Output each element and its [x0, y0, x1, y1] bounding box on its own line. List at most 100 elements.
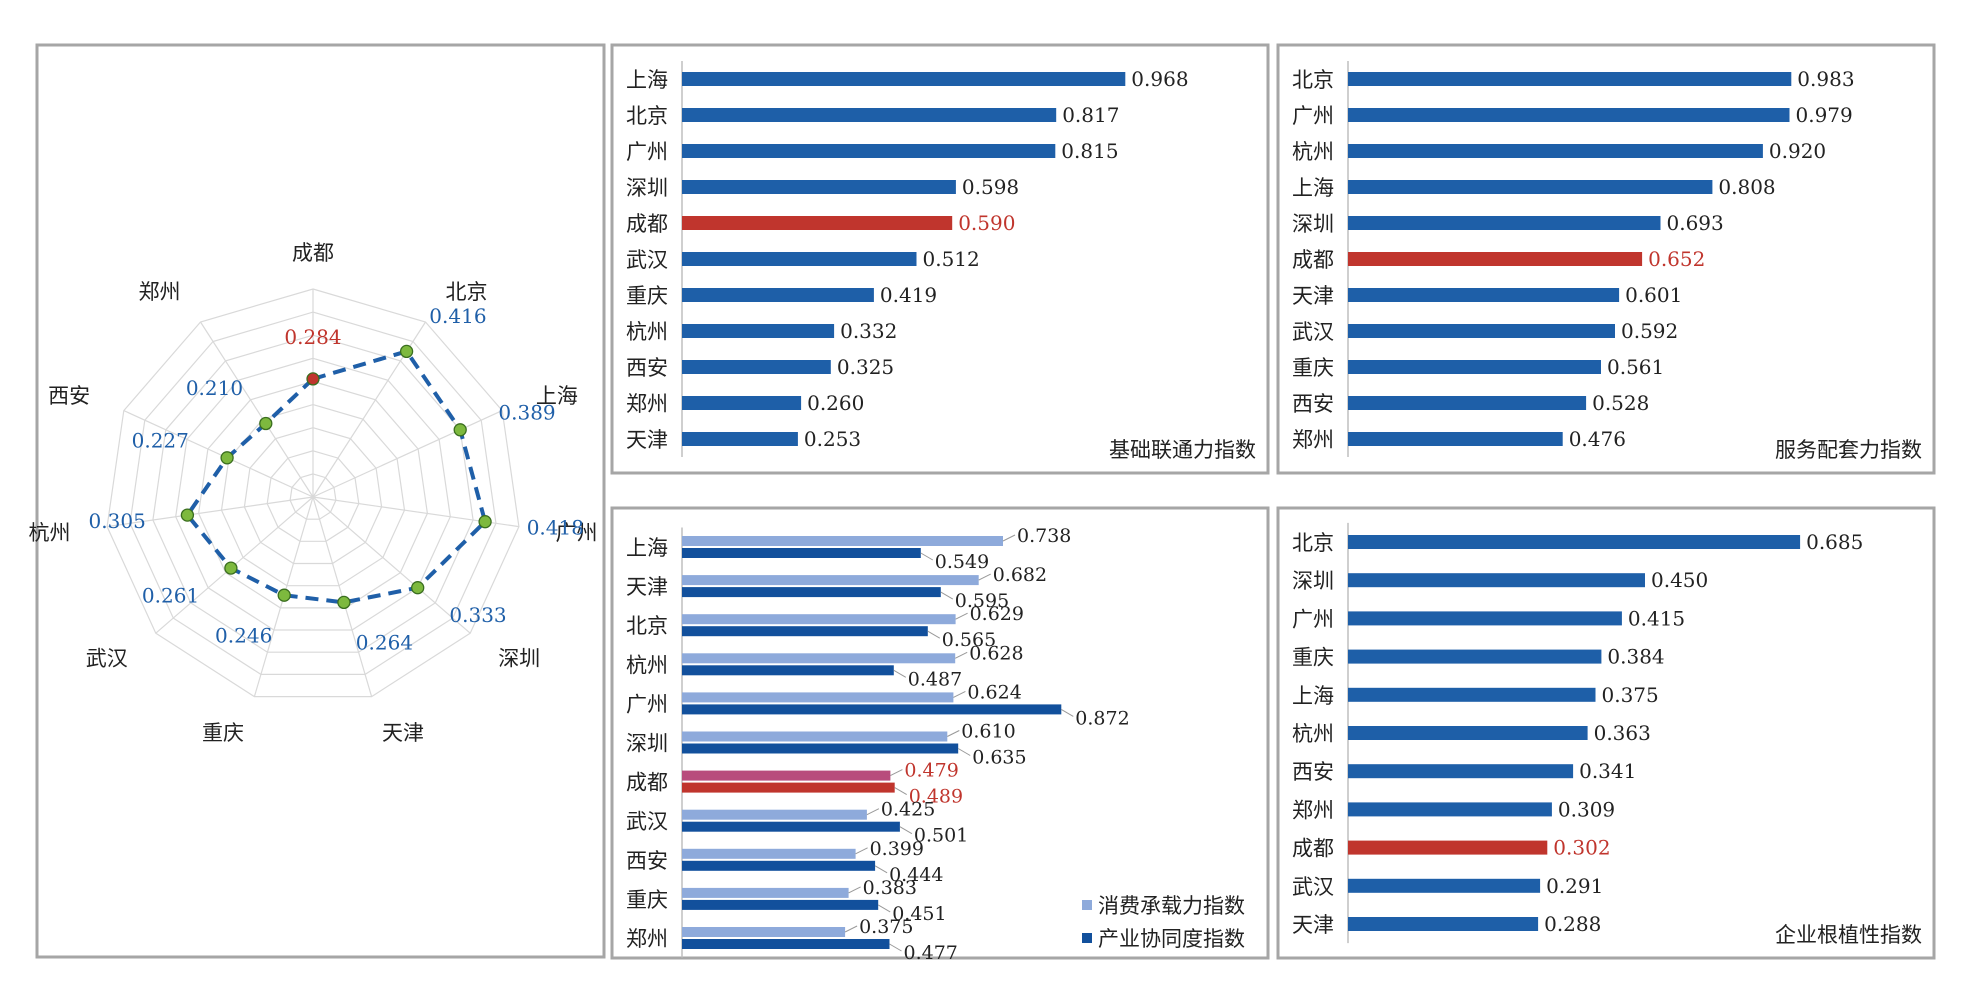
bar-value-label: 0.601 — [1625, 283, 1682, 307]
industry-bar — [682, 626, 928, 637]
bar — [1348, 360, 1601, 374]
category-tick-label: 上海 — [1292, 684, 1334, 708]
industry-value-label: 0.487 — [908, 668, 962, 690]
value-leader-line — [844, 925, 858, 933]
bar — [682, 396, 802, 410]
legend-swatch-industry — [1082, 933, 1092, 943]
radar-value-label: 0.246 — [215, 624, 272, 648]
panel-frame — [1276, 506, 1936, 960]
category-tick-label: 西安 — [1292, 760, 1334, 784]
category-tick-label: 武汉 — [1292, 320, 1334, 344]
bar-value-label: 0.309 — [1558, 797, 1615, 821]
radar-category-label: 北京 — [446, 280, 488, 304]
bar-value-label: 0.590 — [958, 211, 1015, 235]
consumption-bar — [682, 809, 867, 820]
bar-value-label: 0.815 — [1061, 139, 1118, 163]
panel-frame — [1276, 43, 1936, 475]
radar-value-label: 0.416 — [429, 304, 486, 328]
radar-spoke — [123, 410, 314, 498]
industry-bar — [682, 665, 894, 676]
radar-spoke — [107, 496, 314, 528]
radar-data-point — [180, 508, 195, 522]
bar — [682, 108, 1057, 122]
consumption-value-label: 0.610 — [961, 721, 1015, 743]
category-tick-label: 武汉 — [626, 810, 668, 834]
category-tick-label: 上海 — [626, 536, 668, 560]
value-leader-line — [866, 808, 880, 816]
radar-value-label: 0.284 — [284, 325, 341, 349]
value-leader-line — [927, 630, 941, 639]
bar — [1348, 252, 1643, 266]
panel-title: 基础联通力指数 — [1109, 438, 1256, 462]
category-tick-label: 北京 — [1292, 68, 1334, 92]
service-support-panel: 北京 0.983 广州 0.979 杭州 0.920 上海 0.808 深圳 0.693 成都 0.6… — [1276, 43, 1936, 475]
industry-bar — [682, 821, 900, 832]
legend-swatch-consumption — [1082, 900, 1092, 910]
category-tick-label: 北京 — [626, 104, 668, 128]
radar-spoke — [312, 410, 503, 498]
consumption-value-label: 0.624 — [967, 681, 1021, 703]
category-tick-label: 深圳 — [1292, 212, 1334, 236]
industry-bar — [682, 587, 941, 598]
bar — [682, 324, 835, 338]
industry-value-label: 0.549 — [935, 551, 989, 573]
value-leader-line — [954, 651, 968, 659]
value-leader-line — [978, 573, 991, 581]
bar-value-label: 0.808 — [1718, 175, 1775, 199]
bar — [1348, 144, 1763, 158]
radar-grid-ring — [197, 380, 429, 609]
category-tick-label: 杭州 — [626, 653, 668, 677]
radar-category-label: 郑州 — [139, 280, 181, 304]
bar-value-label: 0.592 — [1621, 319, 1678, 343]
bar-value-label: 0.332 — [840, 319, 897, 343]
value-leader-line — [1002, 534, 1016, 542]
bar — [682, 72, 1126, 86]
radar-data-point — [399, 344, 414, 359]
bar — [1348, 802, 1552, 817]
bar-value-label: 0.341 — [1579, 759, 1636, 783]
industry-bar — [682, 899, 879, 910]
category-tick-label: 成都 — [626, 771, 668, 795]
value-leader-line — [957, 748, 971, 756]
bar-value-label: 0.561 — [1607, 355, 1664, 379]
bar-value-label: 0.983 — [1797, 67, 1854, 91]
radar-category-label: 西安 — [48, 384, 90, 408]
bar — [1348, 726, 1588, 740]
industry-value-label: 0.635 — [972, 747, 1026, 769]
radar-category-label: 成都 — [292, 241, 334, 265]
category-tick-label: 广州 — [626, 140, 668, 164]
category-tick-label: 广州 — [1292, 104, 1334, 128]
bar-value-label: 0.288 — [1544, 912, 1601, 936]
category-tick-label: 广州 — [1292, 607, 1334, 631]
radar-category-label: 杭州 — [29, 521, 71, 545]
radar-spoke — [312, 496, 471, 634]
bar-value-label: 0.419 — [880, 283, 937, 307]
industry-value-label: 0.595 — [955, 590, 1009, 612]
category-tick-label: 深圳 — [1292, 569, 1334, 593]
category-tick-label: 西安 — [626, 849, 668, 873]
category-tick-label: 深圳 — [626, 176, 668, 200]
radar-value-label: 0.333 — [449, 603, 506, 627]
panel-frame — [610, 506, 1270, 960]
value-leader-line — [893, 669, 907, 678]
bar — [1348, 878, 1541, 893]
bar — [1348, 649, 1602, 664]
consumption-value-label: 0.479 — [904, 760, 958, 782]
category-tick-label: 天津 — [626, 428, 668, 452]
bar-value-label: 0.476 — [1569, 427, 1626, 451]
value-leader-line — [940, 591, 954, 600]
category-tick-label: 武汉 — [1292, 875, 1334, 899]
consumption-bar — [682, 653, 956, 664]
category-tick-label: 重庆 — [1292, 646, 1334, 670]
category-tick-label: 西安 — [626, 356, 668, 380]
bar — [1348, 917, 1539, 931]
category-tick-label: 天津 — [626, 575, 668, 599]
radar-frame — [35, 43, 606, 959]
industry-bar — [682, 860, 876, 871]
bar — [682, 432, 798, 446]
bar-value-label: 0.817 — [1062, 103, 1119, 127]
value-leader-line — [1061, 708, 1074, 717]
bar — [1348, 573, 1645, 588]
